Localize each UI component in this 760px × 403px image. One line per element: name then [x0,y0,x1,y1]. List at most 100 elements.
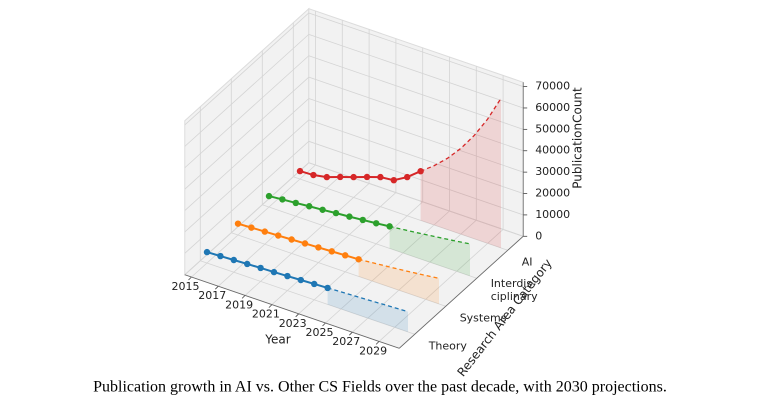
grid-line [262,204,477,279]
series-line [268,195,390,228]
marks [203,97,502,332]
grid-line [308,12,524,87]
data-point [315,244,322,251]
series-line [206,251,328,289]
grid-line [184,141,310,254]
grid-line [200,260,415,335]
data-point [297,276,304,284]
data-point [275,232,282,239]
x-tick [349,331,353,336]
y-tick-label: Systems [460,311,507,324]
data-point [311,280,318,288]
data-point [359,216,366,224]
data-point [261,228,268,235]
panes [183,7,525,349]
x-tick-label: 2015 [172,280,200,293]
z-tick-label: 70000 [535,80,570,93]
grid-line [308,98,524,173]
data-point [319,206,326,213]
grid-line [184,119,310,233]
grid-line [184,76,310,190]
x-tick-label: 2023 [279,317,307,330]
grid-line [191,164,316,278]
z-tick-label: 40000 [535,144,570,157]
data-point [342,252,349,259]
y-tick-label: AI [522,255,533,268]
grid-line [352,219,477,333]
projection-line [420,97,502,172]
data-point [310,171,317,179]
x-tick-label: 2025 [306,326,334,339]
z-tick-label: 10000 [535,208,570,221]
data-point [337,173,344,181]
x-tick [241,295,246,299]
grid-line [308,119,524,194]
data-point [288,236,295,243]
x-tick-label: 2019 [225,298,253,311]
caption: Publication growth in AI vs. Other CS Fi… [93,379,667,396]
x-tick [188,276,192,281]
grid-line [184,98,310,211]
projection-area [358,259,439,304]
data-point [244,260,251,268]
y-tick-label: Theory [428,339,468,352]
x-axis-title: Year [264,333,290,347]
grid [184,11,524,342]
data-point [306,203,313,210]
data-point [284,272,291,280]
grid-line [184,55,310,169]
x-tick [215,285,219,290]
grid-line [308,55,524,130]
data-point [323,173,330,181]
grid-line [378,229,504,342]
data-point [404,173,411,181]
data-point [355,256,362,263]
data-point [373,220,380,227]
x-tick [295,313,299,318]
x-tick-label: 2029 [359,344,387,357]
grid-line [271,192,397,305]
data-point [324,284,331,292]
data-point [417,168,424,175]
z-tick-label: 50000 [535,122,570,135]
x-tick-label: 2027 [332,335,360,348]
grid-line [218,173,343,287]
x-tick [268,304,273,308]
data-point [386,223,393,230]
data-point [346,213,353,220]
data-point [292,199,299,207]
data-point [328,248,335,255]
grid-line [308,33,524,109]
data-point [390,176,397,184]
data-point [332,209,340,217]
grid-line [184,34,310,147]
data-point [257,264,264,272]
grid-line [244,183,370,296]
y-axis-line [398,236,524,349]
data-point [363,173,371,181]
data-point [377,173,384,181]
z-tick-label: 20000 [535,187,570,200]
data-point [234,220,242,227]
z-axis-title: PublicationCount [571,87,585,189]
data-point [270,268,278,276]
data-point [265,192,273,200]
projection-area [420,98,501,249]
data-point [230,256,237,264]
data-point [203,248,211,256]
series-line [237,222,359,261]
x-tick [322,322,326,327]
series-line [299,170,422,182]
data-point [350,173,357,181]
x-tick-label: 2017 [198,289,226,302]
projection-area [327,287,408,332]
data-point [301,240,309,247]
data-point [296,167,304,175]
z-tick-label: 0 [535,229,542,242]
x-tick-label: 2021 [252,308,280,321]
data-point [217,252,224,260]
x-axis-line [184,274,400,349]
grid-line [184,12,310,126]
